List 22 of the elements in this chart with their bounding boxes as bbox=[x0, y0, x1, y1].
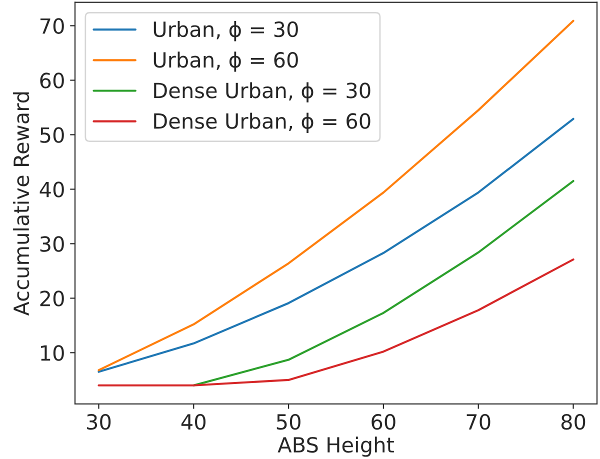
line-series bbox=[192, 180, 574, 386]
legend-label: Urban, ϕ = 30 bbox=[154, 21, 298, 42]
y-tick-label: 20 bbox=[40, 290, 64, 306]
legend-label: Dense Urban, ϕ = 60 bbox=[154, 112, 370, 133]
x-tick-label: 40 bbox=[181, 414, 206, 430]
y-axis-title: Accumulative Reward bbox=[13, 92, 30, 316]
y-tick-label: 60 bbox=[40, 72, 64, 88]
x-tick-label: 30 bbox=[87, 414, 111, 430]
line-series bbox=[98, 258, 574, 386]
x-tick-label: 50 bbox=[276, 414, 300, 430]
line-series bbox=[98, 20, 574, 372]
y-tick-label: 30 bbox=[40, 236, 64, 252]
y-tick-label: 10 bbox=[41, 345, 64, 361]
y-tick-label: 70 bbox=[40, 18, 64, 34]
legend-label: Dense Urban, ϕ = 30 bbox=[154, 82, 370, 102]
y-tick-label: 40 bbox=[40, 182, 64, 198]
x-tick-label: 80 bbox=[561, 414, 586, 430]
x-tick-label: 70 bbox=[466, 414, 490, 430]
y-tick-label: 50 bbox=[40, 127, 64, 143]
x-axis-title: ABS Height bbox=[278, 436, 394, 457]
x-tick-label: 60 bbox=[372, 414, 396, 430]
legend-label: Urban, ϕ = 60 bbox=[154, 52, 298, 72]
